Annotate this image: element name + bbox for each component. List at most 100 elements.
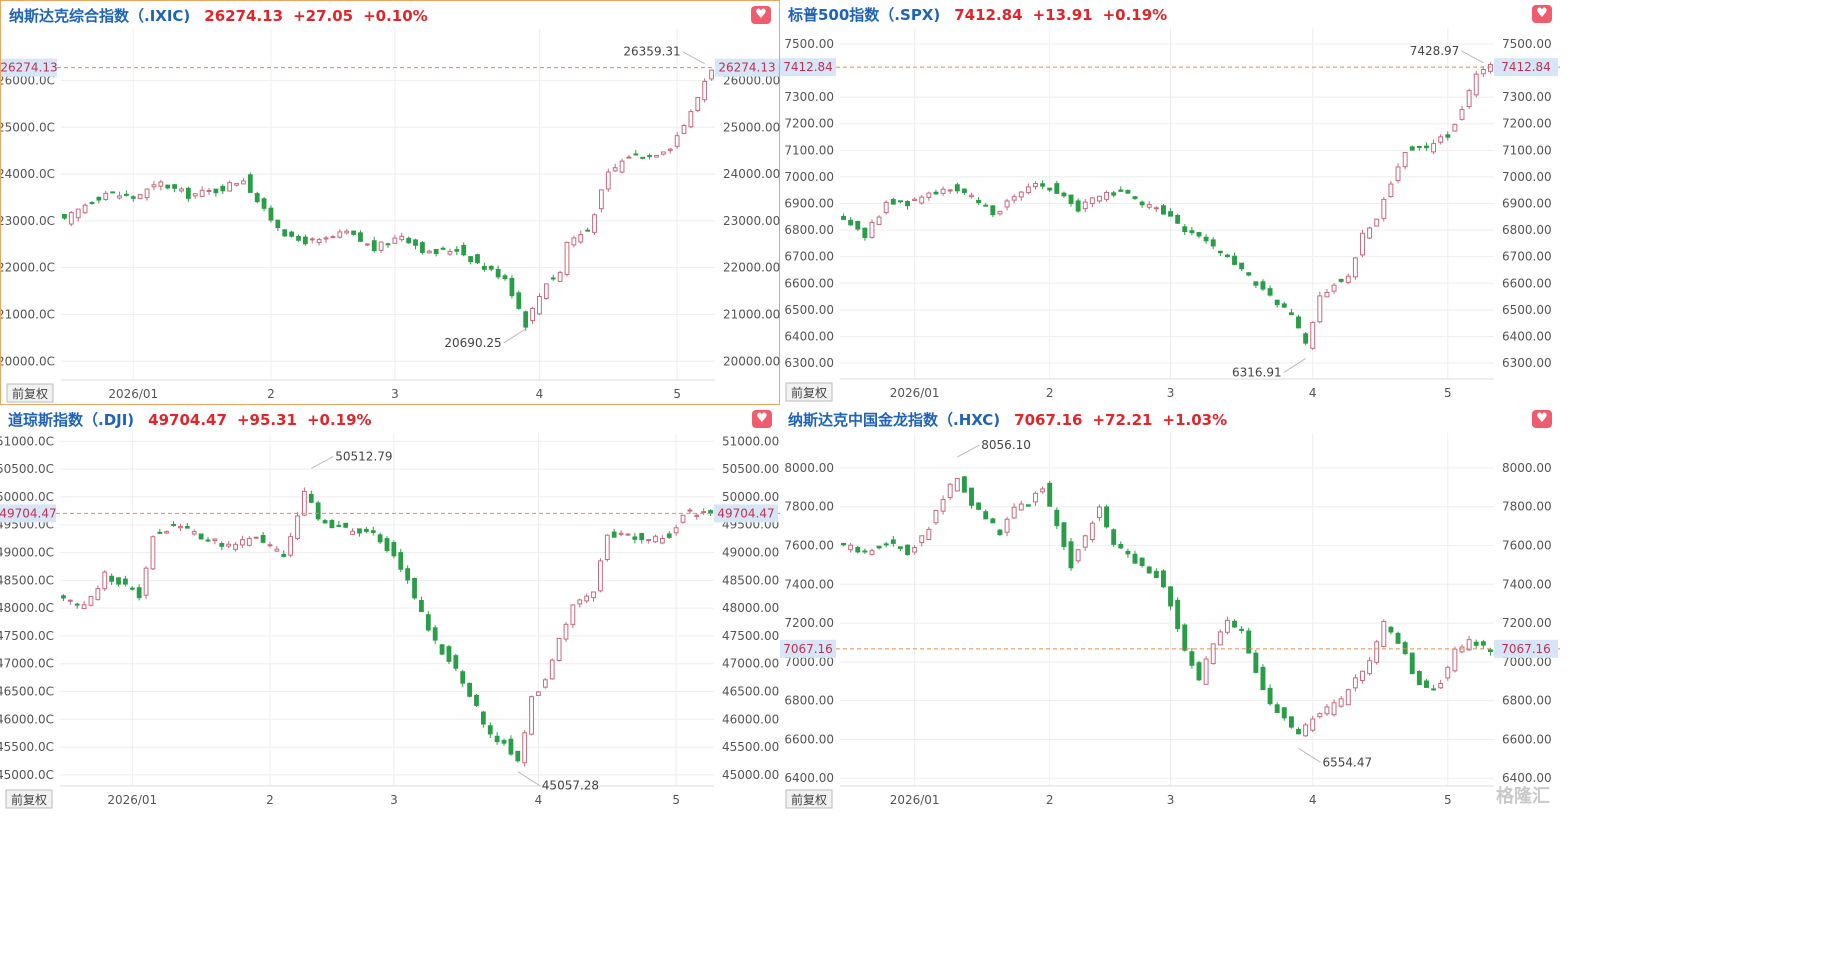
heart-icon[interactable]: ♥ [1532,5,1552,23]
candle [110,191,116,194]
candle [1480,68,1486,75]
candle [1409,652,1415,675]
candle [625,533,631,536]
candle [1388,626,1394,633]
adjust-button[interactable] [5,789,53,809]
heart-icon[interactable]: ♥ [752,410,772,428]
candle [1089,522,1095,541]
adjust-button[interactable] [6,383,54,403]
candle [88,595,94,606]
candle [550,277,556,280]
candle [1182,624,1188,651]
last-price-tag-right-label: 7412.84 [1501,60,1551,74]
y-tick-label: 6400.00 [784,771,834,785]
x-tick-label: 2026/01 [890,386,940,400]
chart-panel-spx[interactable]: 标普500指数（.SPX) 7412.84 +13.91 +0.19% ♥ 6300.… [780,0,1560,405]
candlestick-chart[interactable]: 20000.0C 20000.00 21000.0C 21000.00 22000.0C… [1,1,781,406]
index-name[interactable]: 纳斯达克中国金龙指数（.HXC) [788,411,1001,429]
candle [1189,230,1195,234]
candle [876,545,882,549]
index-name[interactable]: 标普500指数（.SPX) [788,6,941,24]
heart-icon[interactable]: ♥ [751,6,771,24]
candle [233,543,238,550]
candle [997,529,1003,536]
candle [1253,281,1259,286]
candle [136,587,142,599]
last-price-tag-left-label: 7412.84 [783,60,833,74]
chart-panel-hxc[interactable]: 纳斯达克中国金龙指数（.HXC) 7067.16 +72.21 +1.03% ♥ 64… [780,405,1560,812]
y-tick-label: 47500.0C [0,629,54,643]
candle [289,231,295,237]
candle [391,542,397,557]
adjust-button[interactable] [785,382,833,402]
candle [468,256,474,263]
candle [164,531,170,534]
last-price-tag-right [1494,58,1558,77]
y-tick-label-right: 51000.00 [722,434,779,448]
candle [708,510,713,514]
candle [926,528,932,541]
candle [172,184,177,189]
candlestick-chart[interactable]: 45000.0C 45000.00 45500.0C 45500.00 46000.0C… [0,405,780,812]
candle [947,483,953,498]
candle [563,623,569,640]
y-tick-label: 20000.0C [1,354,55,368]
adjust-button-label: 前复权 [791,385,827,400]
candle [660,151,666,155]
candle [618,532,624,535]
candle [1367,660,1373,675]
candlestick-chart[interactable]: 6300.00 6300.00 6400.00 6400.00 6500.00 6500.… [780,0,1560,405]
extreme-value-label: 50512.79 [335,449,392,463]
y-tick-label-right: 6700.00 [1502,250,1552,264]
y-tick-label-right: 47000.00 [722,657,779,671]
candle [515,750,521,762]
candle [68,212,74,225]
y-tick-label-right: 7200.00 [1502,616,1552,630]
candle [206,190,212,193]
candle [1324,292,1330,298]
candle [364,243,370,246]
price-change: +27.05 [293,7,354,25]
candle [1473,73,1479,96]
candle [571,237,577,246]
candle [247,174,253,193]
y-tick-label: 7200.00 [784,616,834,630]
candle [584,595,590,602]
last-price: 7067.16 [1014,411,1083,429]
index-name[interactable]: 道琼斯指数（.DJI) [8,411,135,429]
candle [254,193,260,203]
candle [1260,666,1266,691]
candlestick-chart[interactable]: 6400.00 6400.00 6600.00 6600.00 6800.00 6800.… [780,405,1560,812]
adjust-button[interactable] [785,789,833,809]
chart-panel-ixic[interactable]: 纳斯达克综合指数（.IXIC) 26274.13 +27.05 +0.10% ♥ 20… [0,0,781,406]
candle [351,230,356,235]
candle [425,614,431,631]
candle [876,216,882,225]
candle [370,530,376,533]
y-tick-label-right: 48500.00 [722,573,779,587]
candle [151,184,157,188]
y-tick-label: 48000.0C [0,601,54,615]
chart-panel-dji[interactable]: 道琼斯指数（.DJI) 49704.47 +95.31 +0.19% ♥ 45000.… [0,405,780,812]
candle [1168,211,1174,217]
heart-icon[interactable]: ♥ [1532,410,1552,428]
candle [474,694,479,706]
candle [158,181,164,187]
candle [509,277,515,297]
candle [680,514,686,523]
candle [1189,651,1195,666]
candle [371,240,377,252]
candle [1288,312,1294,316]
candle [432,627,438,641]
x-tick-label: 5 [673,387,681,401]
candle [1203,658,1209,685]
y-tick-label: 46500.0C [0,684,54,698]
candle [1424,145,1429,149]
candle [1239,628,1245,631]
candle [969,194,974,198]
index-name[interactable]: 纳斯达克综合指数（.IXIC) [9,7,191,25]
candle [611,531,617,538]
candle [1047,482,1053,507]
extreme-value-label: 26359.31 [623,45,680,59]
candle [1132,196,1138,200]
